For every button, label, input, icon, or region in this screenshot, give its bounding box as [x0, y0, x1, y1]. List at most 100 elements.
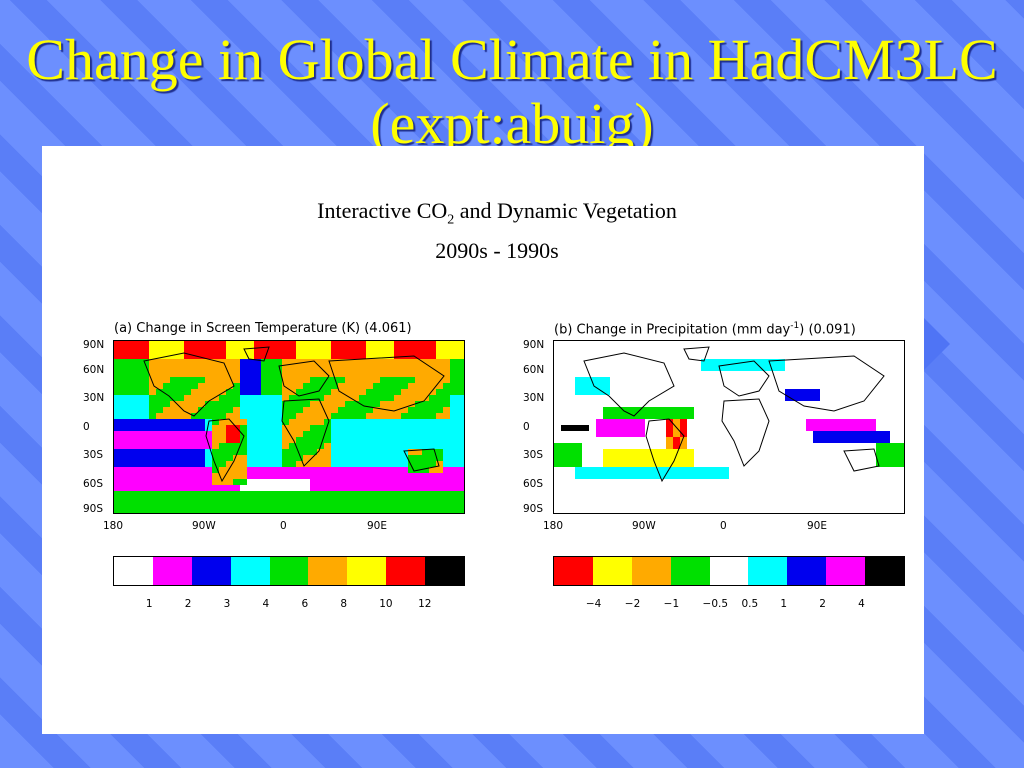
grid-cell	[331, 413, 338, 419]
grid-cell	[226, 449, 233, 455]
grid-cell	[219, 485, 226, 491]
grid-cell	[645, 455, 652, 461]
grid-cell	[575, 467, 582, 473]
grid-cell	[324, 419, 331, 425]
grid-cell	[317, 389, 324, 395]
grid-cell	[296, 377, 303, 383]
grid-cell	[170, 389, 177, 395]
grid-cell	[394, 377, 401, 383]
grid-cell	[254, 461, 261, 467]
grid-cell	[233, 431, 240, 437]
grid-cell	[373, 455, 380, 461]
grid-cell	[184, 371, 191, 377]
grid-cell	[352, 377, 359, 383]
grid-cell	[841, 419, 848, 425]
grid-cell	[366, 347, 373, 353]
grid-cell	[561, 455, 568, 461]
grid-cell	[149, 401, 156, 407]
grid-cell	[645, 461, 652, 467]
grid-cell	[310, 431, 317, 437]
grid-cell	[394, 341, 401, 347]
lat-label: 90S	[523, 503, 544, 515]
grid-cell	[359, 473, 366, 479]
lat-label: 60N	[523, 364, 545, 376]
grid-cell	[352, 347, 359, 353]
grid-cell	[128, 437, 135, 443]
grid-cell	[205, 443, 212, 449]
grid-cell	[254, 443, 261, 449]
grid-cell	[219, 365, 226, 371]
grid-cell	[184, 443, 191, 449]
grid-cell	[247, 503, 254, 509]
grid-cell	[128, 377, 135, 383]
grid-cell	[352, 359, 359, 365]
grid-cell	[254, 353, 261, 359]
grid-cell	[247, 485, 254, 491]
grid-cell	[394, 359, 401, 365]
grid-cell	[359, 461, 366, 467]
grid-cell	[338, 353, 345, 359]
grid-cell	[373, 449, 380, 455]
grid-cell	[142, 359, 149, 365]
grid-cell	[876, 431, 883, 437]
grid-cell	[352, 443, 359, 449]
grid-cell	[142, 461, 149, 467]
grid-cell	[303, 383, 310, 389]
grid-cell	[359, 491, 366, 497]
grid-cell	[450, 401, 457, 407]
grid-cell	[205, 359, 212, 365]
grid-cell	[324, 479, 331, 485]
grid-cell	[401, 407, 408, 413]
coastline	[328, 355, 445, 412]
grid-cell	[443, 467, 450, 473]
grid-cell	[673, 407, 680, 413]
grid-cell	[135, 341, 142, 347]
grid-cell	[408, 371, 415, 377]
grid-cell	[443, 461, 450, 467]
grid-cell	[198, 359, 205, 365]
grid-cell	[352, 365, 359, 371]
grid-cell	[394, 509, 401, 513]
grid-cell	[254, 347, 261, 353]
grid-cell	[373, 383, 380, 389]
grid-cell	[457, 395, 464, 401]
grid-cell	[757, 359, 764, 365]
grid-cell	[135, 401, 142, 407]
grid-cell	[324, 383, 331, 389]
grid-cell	[373, 371, 380, 377]
grid-cell	[331, 437, 338, 443]
grid-cell	[177, 503, 184, 509]
grid-cell	[359, 365, 366, 371]
grid-cell	[261, 437, 268, 443]
grid-cell	[380, 401, 387, 407]
grid-cell	[680, 431, 687, 437]
grid-cell	[310, 365, 317, 371]
grid-cell	[296, 401, 303, 407]
grid-cell	[813, 431, 820, 437]
grid-cell	[694, 473, 701, 479]
grid-cell	[373, 437, 380, 443]
grid-cell	[331, 497, 338, 503]
grid-cell	[268, 503, 275, 509]
grid-cell	[142, 419, 149, 425]
grid-cell	[401, 395, 408, 401]
grid-cell	[401, 437, 408, 443]
grid-cell	[366, 449, 373, 455]
grid-cell	[254, 401, 261, 407]
grid-cell	[422, 491, 429, 497]
grid-cell	[806, 389, 813, 395]
grid-cell	[289, 485, 296, 491]
grid-cell	[345, 359, 352, 365]
grid-cell	[366, 401, 373, 407]
grid-cell	[443, 401, 450, 407]
grid-cell	[394, 503, 401, 509]
grid-cell	[163, 467, 170, 473]
grid-cell	[401, 383, 408, 389]
grid-cell	[282, 443, 289, 449]
grid-cell	[156, 389, 163, 395]
grid-cell	[338, 377, 345, 383]
grid-cell	[443, 431, 450, 437]
grid-cell	[177, 413, 184, 419]
grid-cell	[114, 383, 121, 389]
grid-cell	[142, 455, 149, 461]
